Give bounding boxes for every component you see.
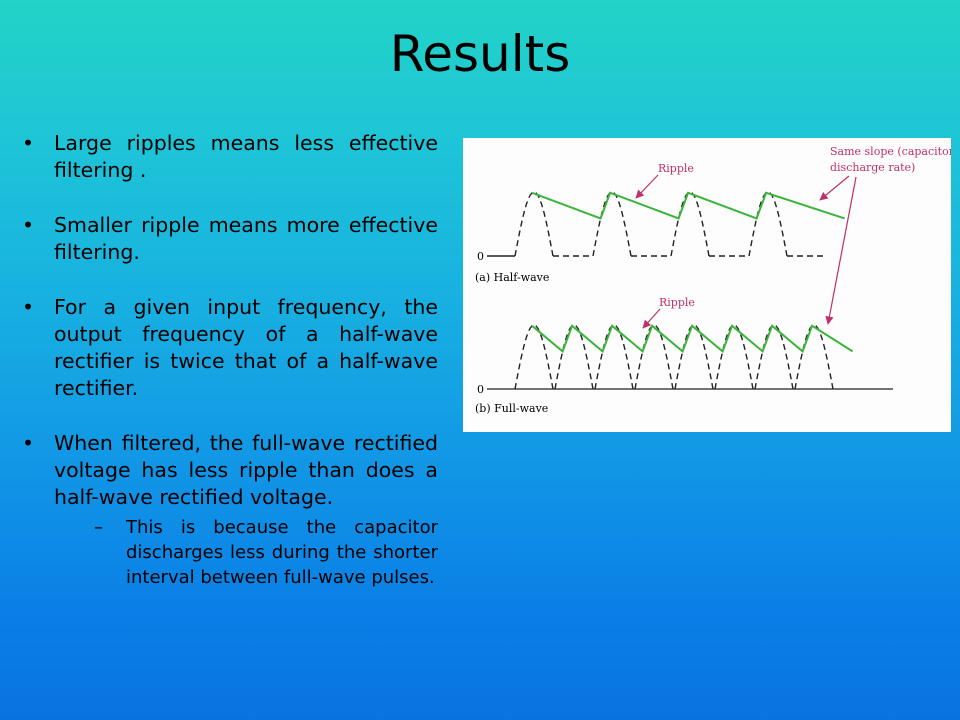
bullet-text: Large ripples means less effective filte…	[54, 131, 438, 182]
caption-full-wave: (b) Full-wave	[475, 402, 548, 415]
bullet-item: • Large ripples means less effective fil…	[22, 130, 438, 184]
sub-bullet-text: This is because the capacitor discharges…	[126, 517, 438, 588]
bullet-dot-icon: •	[22, 295, 35, 319]
full-wave-waveform	[487, 324, 893, 390]
ripple-label-bottom: Ripple	[659, 296, 695, 309]
slide-title: Results	[389, 25, 571, 83]
bullet-text: When filtered, the full-wave rectified v…	[54, 431, 438, 509]
bullet-list: • Large ripples means less effective fil…	[22, 130, 438, 618]
sub-bullet-item: – This is because the capacitor discharg…	[54, 515, 438, 590]
dashed-input-wave	[514, 324, 834, 390]
bullet-item: • When filtered, the full-wave rectified…	[22, 430, 438, 590]
bullet-dot-icon: •	[22, 431, 35, 455]
filtered-output-line	[531, 324, 854, 354]
bullet-text: Smaller ripple means more effective filt…	[54, 213, 438, 264]
bullet-text: For a given input frequency, the output …	[54, 295, 438, 400]
ripple-arrow-bottom	[642, 308, 661, 329]
slope-arrow-1	[819, 175, 850, 201]
bullet-item: • Smaller ripple means more effective fi…	[22, 212, 438, 266]
bullet-item: • For a given input frequency, the outpu…	[22, 294, 438, 402]
half-wave-waveform	[487, 191, 845, 257]
zero-label-bottom: 0	[477, 383, 484, 396]
ripple-diagram: Same slope (capacitor discharge rate) Ri…	[475, 145, 951, 415]
caption-half-wave: (a) Half-wave	[475, 271, 549, 284]
slope-arrow-2	[825, 176, 857, 325]
rectifier-ripple-figure: Same slope (capacitor discharge rate) Ri…	[463, 138, 951, 432]
zero-label-top: 0	[477, 250, 484, 263]
ripple-label-top: Ripple	[658, 162, 694, 175]
bullet-dot-icon: •	[22, 213, 35, 237]
dash-icon: –	[94, 517, 103, 538]
bullet-dot-icon: •	[22, 131, 35, 155]
annotation-line-1: Same slope (capacitor	[830, 145, 951, 158]
ripple-arrow-top	[635, 174, 659, 199]
annotation-line-2: discharge rate)	[830, 161, 915, 174]
filtered-output-line	[531, 191, 845, 220]
